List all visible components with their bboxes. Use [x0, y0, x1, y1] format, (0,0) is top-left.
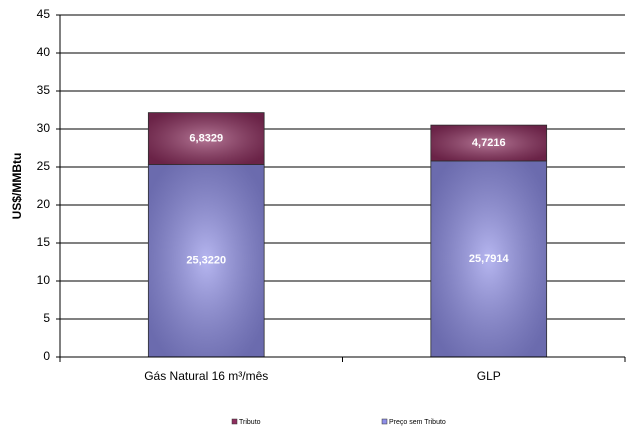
- y-tick-label: 15: [37, 235, 51, 249]
- value-label: 4,7216: [472, 137, 506, 149]
- y-tick-label: 0: [43, 349, 50, 363]
- legend-label: Tributo: [239, 419, 261, 426]
- y-tick-label: 25: [37, 159, 51, 173]
- y-tick-label: 40: [37, 45, 51, 59]
- bar-shade: [430, 160, 547, 357]
- y-tick-label: 20: [37, 197, 51, 211]
- y-tick-label: 30: [37, 121, 51, 135]
- bar-shade: [148, 112, 265, 165]
- bar-shade: [148, 164, 265, 357]
- y-tick-label: 5: [43, 311, 50, 325]
- value-label: 6,8329: [189, 132, 223, 144]
- x-tick-label: GLP: [477, 369, 501, 383]
- legend-label: Preço sem Tributo: [389, 419, 446, 426]
- legend-swatch: [381, 418, 388, 425]
- y-axis-label: US$/MMBtu: [10, 153, 24, 220]
- y-tick-label: 10: [37, 273, 51, 287]
- legend-swatch: [231, 418, 238, 425]
- value-label: 25,7914: [469, 253, 510, 265]
- y-tick-label: 45: [37, 7, 51, 21]
- bar-shade: [430, 125, 547, 161]
- y-tick-label: 35: [37, 83, 51, 97]
- x-tick-label: Gás Natural 16 m³/mês: [144, 369, 268, 383]
- value-label: 25,3220: [186, 255, 226, 267]
